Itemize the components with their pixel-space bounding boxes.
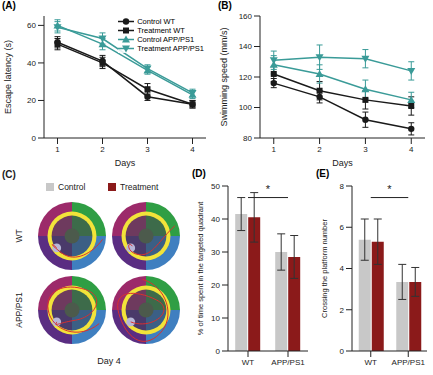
svg-text:4: 4 (190, 145, 195, 154)
svg-text:3: 3 (363, 145, 368, 154)
svg-text:2: 2 (317, 145, 322, 154)
svg-text:3: 3 (145, 145, 150, 154)
html-text:(B): (B) (218, 0, 232, 11)
svg-text:0: 0 (216, 347, 221, 356)
svg-text:4: 4 (340, 264, 345, 273)
svg-text:0: 0 (32, 134, 37, 143)
svg-text:Day 4: Day 4 (97, 356, 121, 366)
svg-text:30: 30 (211, 248, 220, 257)
svg-text:WT: WT (242, 358, 255, 367)
svg-text:40: 40 (27, 59, 36, 68)
svg-text:Escape latency (s): Escape latency (s) (3, 40, 13, 114)
svg-text:2: 2 (100, 145, 105, 154)
svg-text:50: 50 (211, 182, 220, 191)
svg-text:4: 4 (409, 145, 414, 154)
svg-text:10: 10 (211, 314, 220, 323)
html-text:(E): (E) (316, 168, 330, 179)
svg-text:80: 80 (243, 134, 252, 143)
svg-text:APP/PS1: APP/PS1 (392, 358, 426, 367)
svg-text:20: 20 (211, 281, 220, 290)
svg-text:Treatment: Treatment (120, 182, 159, 192)
svg-text:160: 160 (239, 12, 253, 21)
svg-text:WT: WT (365, 358, 378, 367)
svg-text:100: 100 (239, 103, 253, 112)
svg-text:Swimming speed (mm/s): Swimming speed (mm/s) (219, 27, 229, 126)
svg-text:% of time spent in the targete: % of time spent in the targeted quadrant (196, 201, 205, 335)
svg-text:*: * (266, 183, 271, 195)
svg-text:6: 6 (340, 223, 345, 232)
html-text:Treatment APP/PS1: Treatment APP/PS1 (137, 44, 204, 53)
svg-text:2: 2 (340, 306, 345, 315)
svg-text:8: 8 (340, 182, 345, 191)
svg-text:APP/PS1: APP/PS1 (271, 358, 305, 367)
svg-text:40: 40 (211, 215, 220, 224)
svg-text:Control: Control (58, 182, 86, 192)
html-text:Control WT: Control WT (137, 17, 176, 26)
html-text:Control APP/PS1: Control APP/PS1 (137, 35, 195, 44)
svg-text:0: 0 (340, 347, 345, 356)
svg-text:1: 1 (272, 145, 277, 154)
svg-text:1: 1 (55, 145, 60, 154)
svg-text:120: 120 (239, 73, 253, 82)
svg-text:(C): (C) (2, 169, 16, 180)
svg-text:140: 140 (239, 42, 253, 51)
html-text:(D): (D) (192, 168, 206, 179)
html-text:Treatment WT: Treatment WT (137, 26, 185, 35)
svg-text:WT: WT (14, 229, 24, 242)
svg-text:Crossing the platform number: Crossing the platform number (320, 219, 329, 318)
svg-text:APP/PS1: APP/PS1 (14, 292, 24, 328)
svg-text:60: 60 (27, 21, 36, 30)
svg-text:Days: Days (115, 158, 136, 168)
svg-text:*: * (387, 183, 392, 195)
html-text:(A): (A) (2, 0, 16, 11)
svg-text:20: 20 (27, 96, 36, 105)
svg-text:Days: Days (332, 158, 353, 168)
